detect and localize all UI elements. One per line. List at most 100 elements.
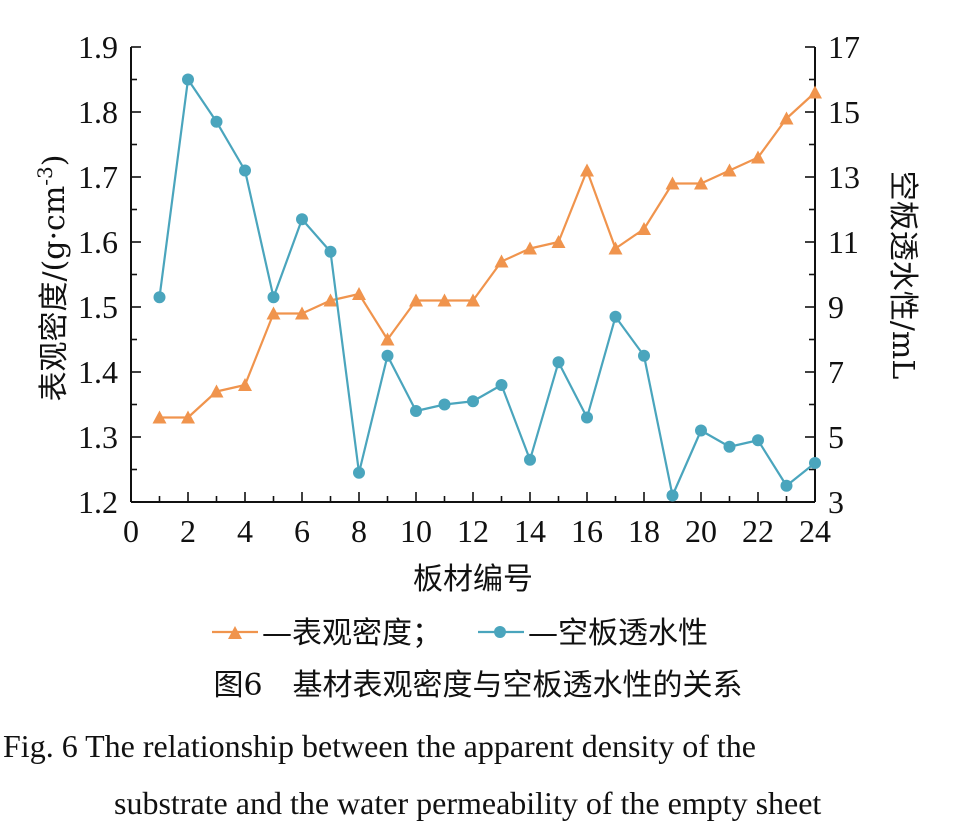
- density-point: [722, 163, 737, 177]
- density-point: [808, 85, 822, 99]
- permeability-point: [324, 245, 337, 258]
- x-tick-label: 6: [294, 513, 310, 549]
- density-point: [779, 111, 794, 125]
- y-left-tick-label: 1.6: [78, 224, 118, 260]
- x-tick-label: 12: [457, 513, 489, 549]
- density-point: [295, 306, 309, 320]
- x-tick-label: 20: [685, 513, 717, 549]
- permeability-point: [467, 395, 479, 408]
- chart: 0 2 4 6 8 10 12 14 16 18 20 22 24 1.21.31.41.51.61.7…: [33, 29, 920, 651]
- permeability-point: [210, 115, 223, 128]
- y-left-title-sup: -3: [33, 166, 57, 185]
- permeability-point: [581, 411, 593, 424]
- y-left-tick-labels: 1.2 1.3 1.4 1.5 1.6 1.7 1.8 1.9: [78, 29, 118, 520]
- x-tick-label: 10: [400, 513, 432, 549]
- density-point: [580, 163, 594, 177]
- density-point: [409, 293, 423, 307]
- x-tick-label: 4: [237, 513, 253, 549]
- permeability-point: [752, 434, 764, 447]
- density-point: [637, 222, 651, 235]
- y-left-title-main: 表观密度/(g·cm: [37, 186, 72, 402]
- x-tick-label: 2: [180, 513, 196, 549]
- density-point: [380, 332, 395, 346]
- permeability-point: [609, 310, 622, 323]
- density-point: [181, 410, 195, 424]
- y-left-tick-label: 1.7: [78, 159, 118, 195]
- density-point: [523, 241, 537, 255]
- permeability-point: [182, 73, 194, 86]
- y-right-tick-label: 7: [828, 354, 844, 390]
- x-tick-label: 22: [742, 513, 774, 549]
- legend-density-label: —表观密度；: [262, 616, 442, 651]
- series-layer: [152, 73, 822, 502]
- legend: —表观密度； —空板透水性: [212, 616, 708, 651]
- density-point: [152, 410, 167, 424]
- legend-separator: ；: [412, 616, 442, 651]
- density-point: [694, 176, 708, 190]
- permeability-point: [267, 291, 280, 304]
- permeability-point: [723, 440, 736, 453]
- x-axis-title: 板材编号: [413, 562, 533, 597]
- x-tick-label: 24: [799, 513, 831, 549]
- figure-caption-english-line1: Fig. 6 The relationship between the appa…: [3, 728, 756, 764]
- y-right-tick-label: 11: [828, 224, 859, 260]
- figure-caption-english-line2: substrate and the water permeability of …: [114, 785, 822, 821]
- y-right-tick-label: 15: [828, 94, 860, 130]
- y-right-tick-label: 9: [828, 289, 844, 325]
- density-point: [238, 378, 252, 391]
- y-right-tick-label: 17: [828, 29, 860, 65]
- legend-series-1-name: 表观密度: [292, 616, 412, 651]
- y-left-tick-label: 1.9: [78, 29, 118, 65]
- y-left-tick-label: 1.8: [78, 94, 118, 130]
- permeability-point: [666, 489, 679, 502]
- permeability-point: [780, 479, 793, 492]
- y-left-tick-label: 1.5: [78, 289, 118, 325]
- legend-marker-circle: [494, 626, 506, 638]
- legend-series-2-name: 空板透水性: [558, 616, 708, 651]
- x-tick-label: 16: [571, 513, 603, 549]
- permeability-point: [695, 424, 707, 437]
- tick-marks: [130, 46, 816, 503]
- y-left-tick-label: 1.3: [78, 419, 118, 455]
- permeability-point: [809, 457, 821, 469]
- density-point: [665, 176, 680, 190]
- x-tick-labels: 0 2 4 6 8 10 12 14 16 18 20 22 24: [123, 513, 831, 549]
- permeability-point: [524, 453, 536, 466]
- series-line-1: [159, 91, 816, 419]
- density-point: [323, 293, 338, 307]
- y-left-axis-title: 表观密度/(g·cm-3): [33, 154, 72, 401]
- permeability-point: [353, 466, 365, 479]
- permeability-point: [638, 349, 650, 362]
- legend-dash-1: —: [262, 616, 292, 651]
- density-point: [494, 254, 509, 268]
- density-point: [551, 235, 566, 248]
- x-tick-label: 8: [351, 513, 367, 549]
- permeability-point: [296, 213, 308, 226]
- permeability-point: [410, 405, 422, 417]
- density-point: [751, 150, 765, 164]
- density-point: [466, 293, 480, 307]
- legend-marker-triangle: [228, 626, 242, 639]
- y-right-axis-title: 空板透水性/mL: [885, 171, 920, 380]
- permeability-point: [381, 349, 394, 362]
- permeability-point: [438, 398, 451, 411]
- x-tick-label: 18: [628, 513, 660, 549]
- y-right-tick-label: 13: [828, 159, 860, 195]
- permeability-point: [153, 291, 166, 304]
- density-point: [352, 287, 366, 300]
- permeability-point: [239, 164, 251, 177]
- figure-caption-chinese: 图6 基材表观密度与空板透水性的关系: [213, 668, 743, 703]
- y-left-tick-label: 1.2: [78, 484, 118, 520]
- x-tick-label: 14: [514, 513, 546, 549]
- y-right-tick-label: 3: [828, 484, 844, 520]
- y-left-tick-label: 1.4: [78, 354, 118, 390]
- density-point: [266, 306, 281, 320]
- legend-permeability-label: —空板透水性: [528, 616, 708, 651]
- axes-frame: [130, 47, 816, 503]
- permeability-point: [552, 356, 565, 369]
- density-point: [608, 241, 623, 255]
- y-left-title-close: ): [37, 154, 72, 166]
- series-line-2: [158, 78, 816, 497]
- x-tick-label: 0: [123, 513, 139, 549]
- y-right-tick-label: 5: [828, 419, 844, 455]
